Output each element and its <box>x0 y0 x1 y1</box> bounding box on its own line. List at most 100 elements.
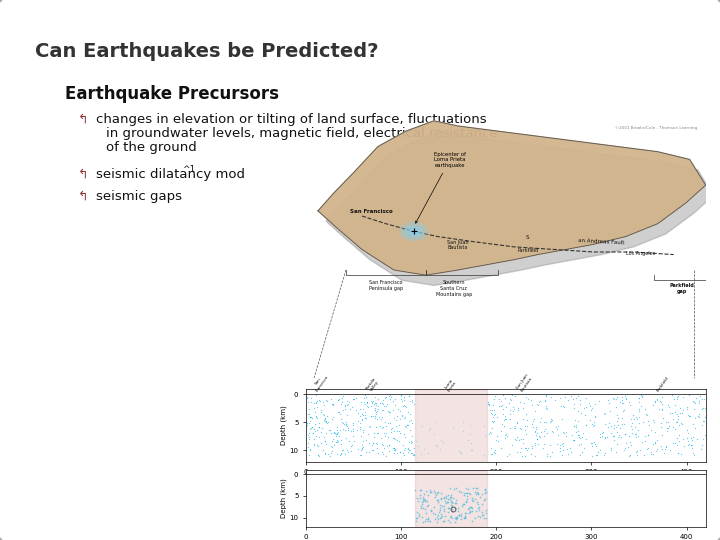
Point <box>616 395 628 404</box>
Point <box>611 417 623 426</box>
Point <box>318 446 329 454</box>
Point <box>663 403 675 411</box>
Point <box>457 500 469 508</box>
Point <box>538 418 549 427</box>
Point <box>331 436 343 444</box>
Point <box>504 409 516 418</box>
Point <box>372 429 383 437</box>
Point <box>625 422 636 430</box>
Point <box>301 418 312 427</box>
Point <box>394 448 405 457</box>
Point <box>319 436 330 445</box>
Point <box>672 415 683 423</box>
Point <box>410 516 421 525</box>
Point <box>649 396 661 405</box>
Point <box>464 507 476 515</box>
Point <box>306 422 318 431</box>
Point <box>487 417 499 426</box>
Point <box>515 423 526 432</box>
Point <box>662 427 673 436</box>
Point <box>668 395 680 403</box>
Point <box>565 392 577 400</box>
Point <box>656 393 667 401</box>
Point <box>332 436 343 445</box>
Point <box>474 512 486 521</box>
Point <box>357 442 369 451</box>
Point <box>372 440 383 448</box>
Point <box>306 423 318 431</box>
Point <box>357 426 369 435</box>
Point <box>444 517 456 526</box>
Point <box>419 496 431 505</box>
Point <box>546 393 557 401</box>
Point <box>378 444 390 453</box>
Point <box>652 395 663 404</box>
Point <box>423 426 434 435</box>
Point <box>466 506 477 515</box>
Point <box>499 394 510 402</box>
Point <box>488 406 500 415</box>
Point <box>415 449 427 458</box>
Text: ↰: ↰ <box>78 168 89 181</box>
Point <box>418 495 430 504</box>
Point <box>550 422 562 431</box>
Point <box>454 447 465 455</box>
Point <box>401 421 413 429</box>
Point <box>512 404 523 413</box>
Point <box>302 431 313 440</box>
Point <box>395 391 407 400</box>
Point <box>371 409 382 418</box>
Point <box>460 484 472 492</box>
Point <box>382 400 393 408</box>
Point <box>510 424 521 433</box>
Point <box>359 400 371 408</box>
Point <box>693 399 705 407</box>
Point <box>479 430 490 439</box>
Point <box>312 442 324 451</box>
Point <box>535 397 546 406</box>
Point <box>375 434 387 442</box>
Point <box>574 451 585 460</box>
Point <box>369 411 381 420</box>
Point <box>438 504 449 513</box>
Point <box>647 440 659 448</box>
Point <box>580 435 592 443</box>
Point <box>369 433 380 442</box>
Point <box>399 401 410 410</box>
Point <box>565 448 577 456</box>
Point <box>335 450 346 458</box>
Bar <box>415 470 487 526</box>
Point <box>310 398 322 407</box>
Point <box>341 421 353 430</box>
Text: in groundwater levels, magnetic field, electrical resistance: in groundwater levels, magnetic field, e… <box>106 127 498 140</box>
Point <box>308 404 320 413</box>
Point <box>631 430 642 438</box>
Point <box>588 437 600 446</box>
Point <box>326 447 338 456</box>
Point <box>324 426 336 435</box>
Point <box>335 409 346 418</box>
Point <box>435 444 446 453</box>
Point <box>624 398 635 407</box>
Point <box>660 443 672 451</box>
Point <box>366 397 377 406</box>
Point <box>338 418 349 427</box>
Point <box>398 393 410 401</box>
Point <box>677 406 688 414</box>
Point <box>556 450 567 459</box>
Point <box>326 443 338 451</box>
Point <box>580 421 592 429</box>
Point <box>357 404 369 413</box>
Circle shape <box>405 226 423 237</box>
Point <box>390 395 401 403</box>
Point <box>631 447 643 456</box>
Point <box>539 396 551 404</box>
Point <box>325 395 336 404</box>
Point <box>586 442 598 450</box>
Point <box>443 491 454 500</box>
Point <box>474 506 485 515</box>
Point <box>559 393 570 402</box>
Point <box>422 515 433 523</box>
Point <box>573 433 585 441</box>
Point <box>461 509 472 518</box>
